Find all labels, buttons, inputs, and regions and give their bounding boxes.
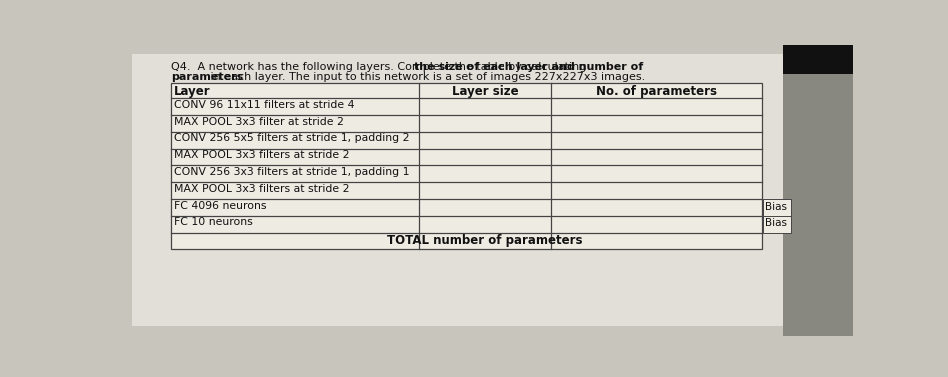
Bar xyxy=(172,83,762,249)
Bar xyxy=(783,45,853,74)
Bar xyxy=(133,55,783,326)
Text: MAX POOL 3x3 filters at stride 2: MAX POOL 3x3 filters at stride 2 xyxy=(174,184,350,194)
Bar xyxy=(762,199,792,233)
Polygon shape xyxy=(252,97,295,155)
Text: TOTAL number of parameters: TOTAL number of parameters xyxy=(388,234,583,247)
Text: parameters: parameters xyxy=(172,72,244,82)
Polygon shape xyxy=(179,97,221,155)
Text: FC 10 neurons: FC 10 neurons xyxy=(174,217,253,227)
Text: Bias: Bias xyxy=(765,218,787,228)
Bar xyxy=(783,45,853,336)
Text: CONV 256 3x3 filters at stride 1, padding 1: CONV 256 3x3 filters at stride 1, paddin… xyxy=(174,167,410,177)
Text: Layer size: Layer size xyxy=(452,85,519,98)
Text: FC 4096 neurons: FC 4096 neurons xyxy=(174,201,266,210)
Polygon shape xyxy=(332,104,371,155)
Text: in each layer. The input to this network is a set of images 227x227x3 images.: in each layer. The input to this network… xyxy=(208,72,646,82)
Text: Bias: Bias xyxy=(765,202,787,211)
Text: No. of parameters: No. of parameters xyxy=(596,85,717,98)
Text: MAX POOL 3x3 filter at stride 2: MAX POOL 3x3 filter at stride 2 xyxy=(174,116,344,127)
Text: CONV 256 5x5 filters at stride 1, padding 2: CONV 256 5x5 filters at stride 1, paddin… xyxy=(174,133,410,143)
Text: Layer: Layer xyxy=(174,85,210,98)
Text: CONV 96 11x11 filters at stride 4: CONV 96 11x11 filters at stride 4 xyxy=(174,100,355,110)
Text: Q4.  A network has the following layers. Complete the table by calculating: Q4. A network has the following layers. … xyxy=(172,62,590,72)
Text: the size of each layer and number of: the size of each layer and number of xyxy=(414,62,644,72)
Text: MAX POOL 3x3 filters at stride 2: MAX POOL 3x3 filters at stride 2 xyxy=(174,150,350,160)
